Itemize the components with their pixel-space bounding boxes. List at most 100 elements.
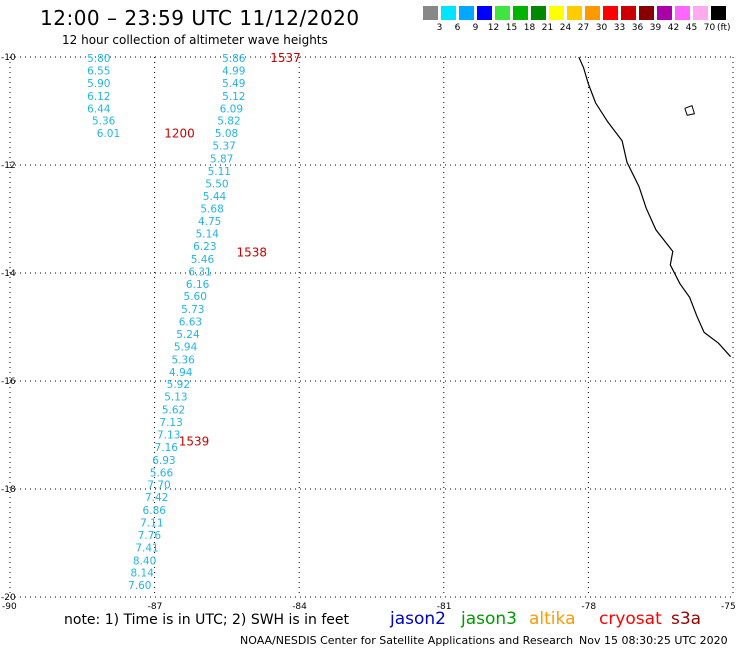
wave-height-label: 5.36 (92, 116, 116, 128)
color-swatch (657, 6, 672, 20)
wave-height-label: 5.73 (181, 304, 204, 316)
color-scale-unit: (ft) (717, 23, 731, 33)
latitude-label: -12 (1, 161, 16, 171)
color-swatch (621, 6, 636, 20)
color-swatch (603, 6, 618, 20)
latitude-label: -14 (1, 269, 16, 279)
footer-note: note: 1) Time is in UTC; 2) SWH is in fe… (64, 612, 350, 628)
color-swatch (639, 6, 654, 20)
wave-height-label: 5.62 (162, 405, 185, 417)
longitude-label: -78 (581, 602, 596, 612)
wave-height-label: 5.11 (208, 166, 231, 178)
credit-text: NOAA/NESDIS Center for Satellite Applica… (240, 634, 574, 647)
wave-height-label: 7.13 (159, 417, 182, 429)
color-scale-label: 27 (577, 23, 590, 33)
generated-timestamp: Nov 15 08:30:25 UTC 2020 (579, 634, 728, 647)
wave-height-label: 7.16 (155, 442, 179, 454)
wave-height-label: 6.44 (87, 103, 111, 115)
color-scale-label: 45 (685, 23, 698, 33)
wave-height-label: 5.82 (217, 116, 240, 128)
color-scale-label: 12 (487, 23, 500, 33)
color-swatch (495, 6, 510, 20)
wave-height-label: 5.90 (87, 78, 110, 90)
longitude-label: -87 (148, 602, 163, 612)
wave-height-label: 6.31 (188, 266, 211, 278)
color-swatch (711, 6, 726, 20)
wave-height-label: 5.66 (150, 467, 174, 479)
wave-height-label: 5.80 (87, 53, 110, 65)
wave-height-label: 7.41 (135, 542, 158, 554)
color-swatch (585, 6, 600, 20)
color-scale-label: 3 (436, 23, 443, 33)
wave-height-label: 5.87 (210, 154, 233, 166)
wave-height-label: 7.60 (128, 580, 151, 592)
pass-time-label: 1200 (164, 127, 195, 141)
color-swatch (693, 6, 708, 20)
wave-height-label: 6.63 (179, 317, 202, 329)
wave-height-label: 7.42 (145, 492, 168, 504)
wave-height-label: 5.12 (222, 91, 245, 103)
wave-height-label: 5.24 (176, 329, 200, 341)
wave-height-label: 6.01 (97, 128, 120, 140)
wave-height-label: 5.37 (212, 141, 235, 153)
longitude-label: -90 (2, 602, 17, 612)
color-swatch (441, 6, 456, 20)
wave-height-label: 5.50 (205, 178, 228, 190)
wave-height-label: 6.09 (220, 103, 243, 115)
wave-height-label: 6.23 (193, 241, 216, 253)
wave-height-label: 7.11 (140, 517, 163, 529)
wave-height-label: 5.92 (167, 379, 190, 391)
longitude-label: -84 (292, 602, 307, 612)
color-swatch (549, 6, 564, 20)
wave-height-label: 5.49 (222, 78, 245, 90)
wave-height-label: 5.68 (200, 204, 223, 216)
wave-height-label: 8.14 (131, 568, 155, 580)
chart-subtitle: 12 hour collection of altimeter wave hei… (62, 33, 328, 47)
chart-title: 12:00 – 23:59 UTC 11/12/2020 (40, 6, 360, 30)
longitude-label: -81 (437, 602, 452, 612)
wave-height-label: 5.60 (184, 291, 207, 303)
color-scale-label: 30 (595, 23, 608, 33)
wave-height-label: 5.08 (215, 128, 238, 140)
color-swatch (567, 6, 582, 20)
latitude-label: -18 (1, 485, 16, 495)
satellite-s3a: s3a (671, 609, 702, 629)
wave-height-label: 6.55 (87, 66, 110, 78)
wave-height-label: 7.13 (157, 429, 180, 441)
wave-height-label: 5.46 (191, 254, 215, 266)
wave-height-label: 4.99 (222, 66, 245, 78)
latitude-label: -16 (1, 377, 16, 387)
wave-height-label: 8.40 (133, 555, 156, 567)
color-swatch (513, 6, 528, 20)
satellite-jason3: jason3 (461, 609, 517, 629)
color-swatch (477, 6, 492, 20)
color-swatch (531, 6, 546, 20)
color-scale-label: 21 (541, 23, 554, 33)
latitude-label: -20 (1, 593, 16, 603)
pass-time-label: 1538 (237, 245, 268, 259)
color-scale-label: 33 (613, 23, 626, 33)
satellite-altika: altika (529, 609, 576, 629)
color-scale-label: 6 (454, 23, 461, 33)
wave-height-label: 5.14 (196, 229, 220, 241)
wave-height-label: 6.16 (186, 279, 210, 291)
island-outline (684, 104, 696, 116)
color-swatch (675, 6, 690, 20)
wave-height-label: 7.76 (138, 530, 162, 542)
wave-height-label: 6.86 (143, 505, 167, 517)
wave-height-label: 5.86 (222, 53, 246, 65)
color-scale-label: 39 (649, 23, 662, 33)
wave-height-label: 5.94 (174, 341, 198, 353)
color-scale-label: 42 (667, 23, 680, 33)
satellite-jason2: jason2 (390, 609, 446, 629)
wave-height-label: 5.44 (203, 191, 227, 203)
coastline (578, 56, 732, 358)
wave-height-label: 4.75 (198, 216, 221, 228)
color-scale-label: 36 (631, 23, 644, 33)
wave-height-label: 6.12 (87, 91, 110, 103)
color-swatch (459, 6, 474, 20)
color-swatch (423, 6, 438, 20)
color-scale-label: 18 (523, 23, 536, 33)
color-scale-label: 15 (505, 23, 518, 33)
